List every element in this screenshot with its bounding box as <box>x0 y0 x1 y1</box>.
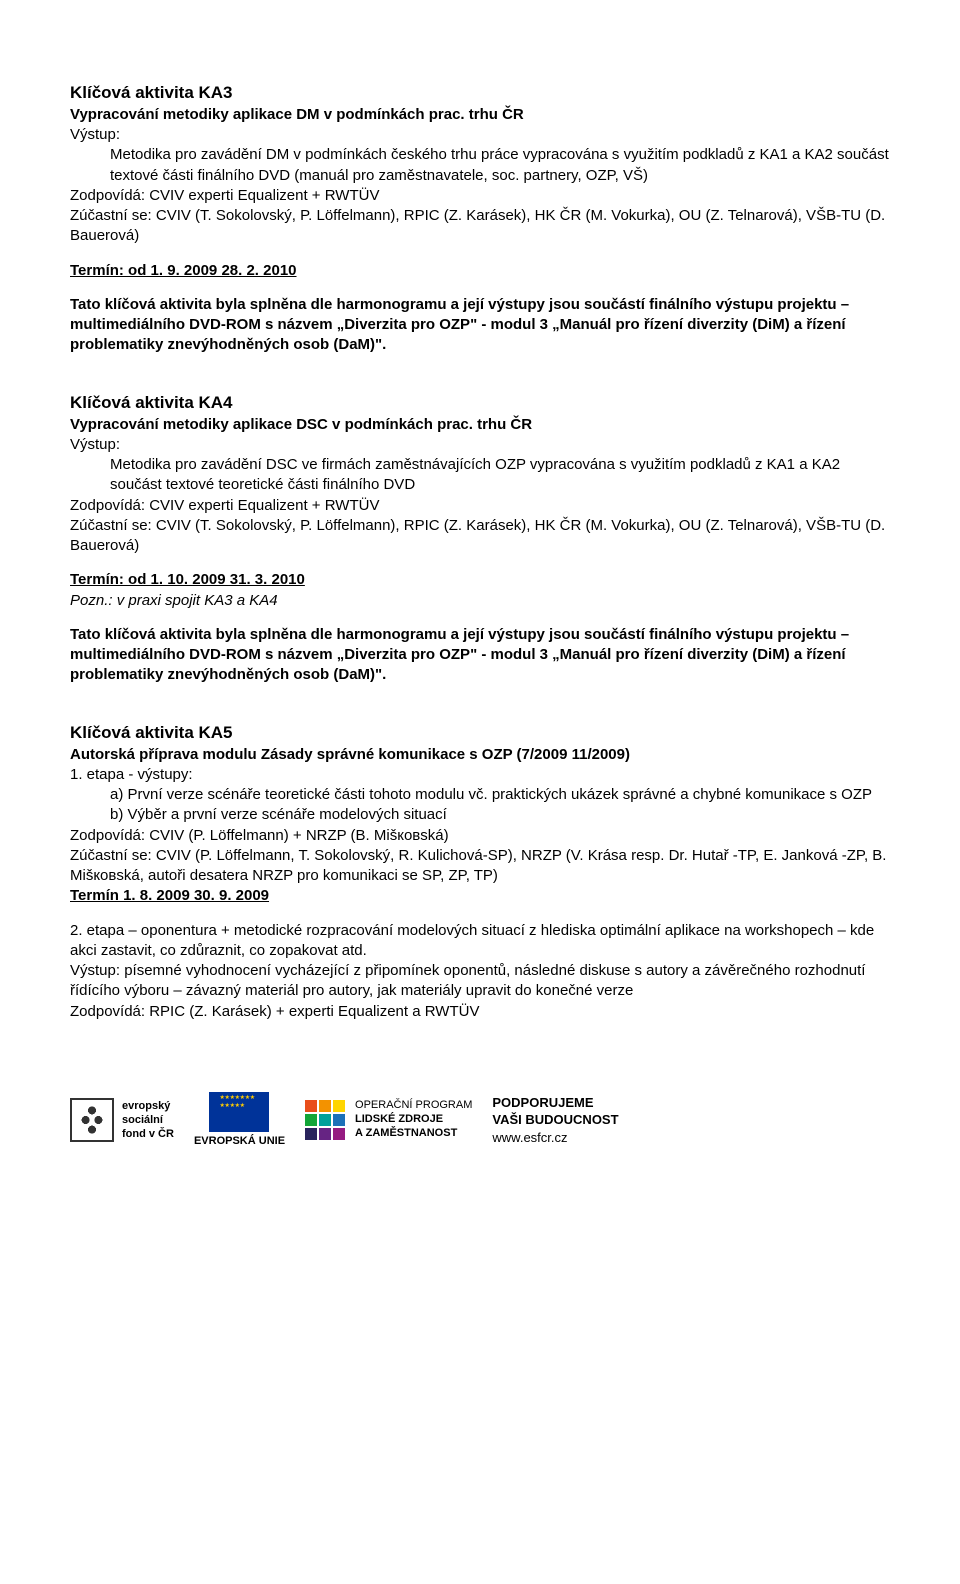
ka3-title: Klíčová aktivita KA3 <box>70 82 890 105</box>
ka5-termin1: Termín 1. 8. 2009 30. 9. 2009 <box>70 886 890 906</box>
op-line1: OPERAČNÍ PROGRAM <box>355 1099 472 1113</box>
ka3-zucast: Zúčastní se: CVIV (T. Sokolovský, P. Löf… <box>70 206 890 247</box>
eu-text: EVROPSKÁ UNIE <box>194 1134 285 1148</box>
ka4-title: Klíčová aktivita KA4 <box>70 392 890 415</box>
ka5-zodp1: Zodpovídá: CVIV (P. Löffelmann) + NRZP (… <box>70 826 890 846</box>
support-line1: PODPORUJEME <box>492 1094 618 1112</box>
support-url: www.esfcr.cz <box>492 1129 618 1147</box>
ka5-title: Klíčová aktivita KA5 <box>70 722 890 745</box>
op-text: OPERAČNÍ PROGRAM LIDSKÉ ZDROJE A ZAMĚSTN… <box>355 1099 472 1140</box>
ka3-termin: Termín: od 1. 9. 2009 28. 2. 2010 <box>70 261 890 281</box>
ka4-zodp: Zodpovídá: CVIV experti Equalizent + RWT… <box>70 496 890 516</box>
ka5-zucast1: Zúčastní se: CVIV (P. Löffelmann, T. Sok… <box>70 846 890 887</box>
ka3-result: Tato klíčová aktivita byla splněna dle h… <box>70 295 890 356</box>
esf-logo-icon <box>70 1098 114 1142</box>
ka5-etapa1-label: 1. etapa - výstupy: <box>70 765 890 785</box>
support-line2: VAŠI BUDOUCNOST <box>492 1111 618 1129</box>
ka5-subtitle: Autorská příprava modulu Zásady správné … <box>70 745 890 765</box>
support-text: PODPORUJEME VAŠI BUDOUCNOST www.esfcr.cz <box>492 1094 618 1147</box>
footer: evropský sociální fond v ČR EVROPSKÁ UNI… <box>70 1092 890 1148</box>
ka4-subtitle: Vypracování metodiky aplikace DSC v podm… <box>70 415 890 435</box>
op-logo-icon <box>305 1100 345 1140</box>
ka4-zucast: Zúčastní se: CVIV (T. Sokolovský, P. Löf… <box>70 516 890 557</box>
ka5-item-a: a) První verze scénáře teoretické části … <box>70 785 890 805</box>
ka5-item-b: b) Výběr a první verze scénáře modelovýc… <box>70 805 890 825</box>
ka3-subtitle: Vypracování metodiky aplikace DM v podmí… <box>70 105 890 125</box>
ka4-pozn: Pozn.: v praxi spojit KA3 a KA4 <box>70 591 890 611</box>
esf-text: evropský sociální fond v ČR <box>122 1099 174 1142</box>
ka5-etapa2: 2. etapa – oponentura + metodické rozpra… <box>70 921 890 962</box>
ka3-vystup-text: Metodika pro zavádění DM v podmínkách če… <box>70 145 890 186</box>
ka4-vystup-label: Výstup: <box>70 435 890 455</box>
ka3-vystup-label: Výstup: <box>70 125 890 145</box>
ka5-vystup2: Výstup: písemné vyhodnocení vycházející … <box>70 961 890 1002</box>
ka5-zodp2: Zodpovídá: RPIC (Z. Karásek) + experti E… <box>70 1002 890 1022</box>
op-line2: LIDSKÉ ZDROJE <box>355 1113 472 1127</box>
ka4-vystup-text: Metodika pro zavádění DSC ve firmách zam… <box>70 455 890 496</box>
ka4-result: Tato klíčová aktivita byla splněna dle h… <box>70 625 890 686</box>
ka4-termin: Termín: od 1. 10. 2009 31. 3. 2010 <box>70 570 890 590</box>
eu-flag-icon <box>209 1092 269 1132</box>
op-line3: A ZAMĚSTNANOST <box>355 1127 472 1141</box>
ka3-zodp: Zodpovídá: CVIV experti Equalizent + RWT… <box>70 186 890 206</box>
